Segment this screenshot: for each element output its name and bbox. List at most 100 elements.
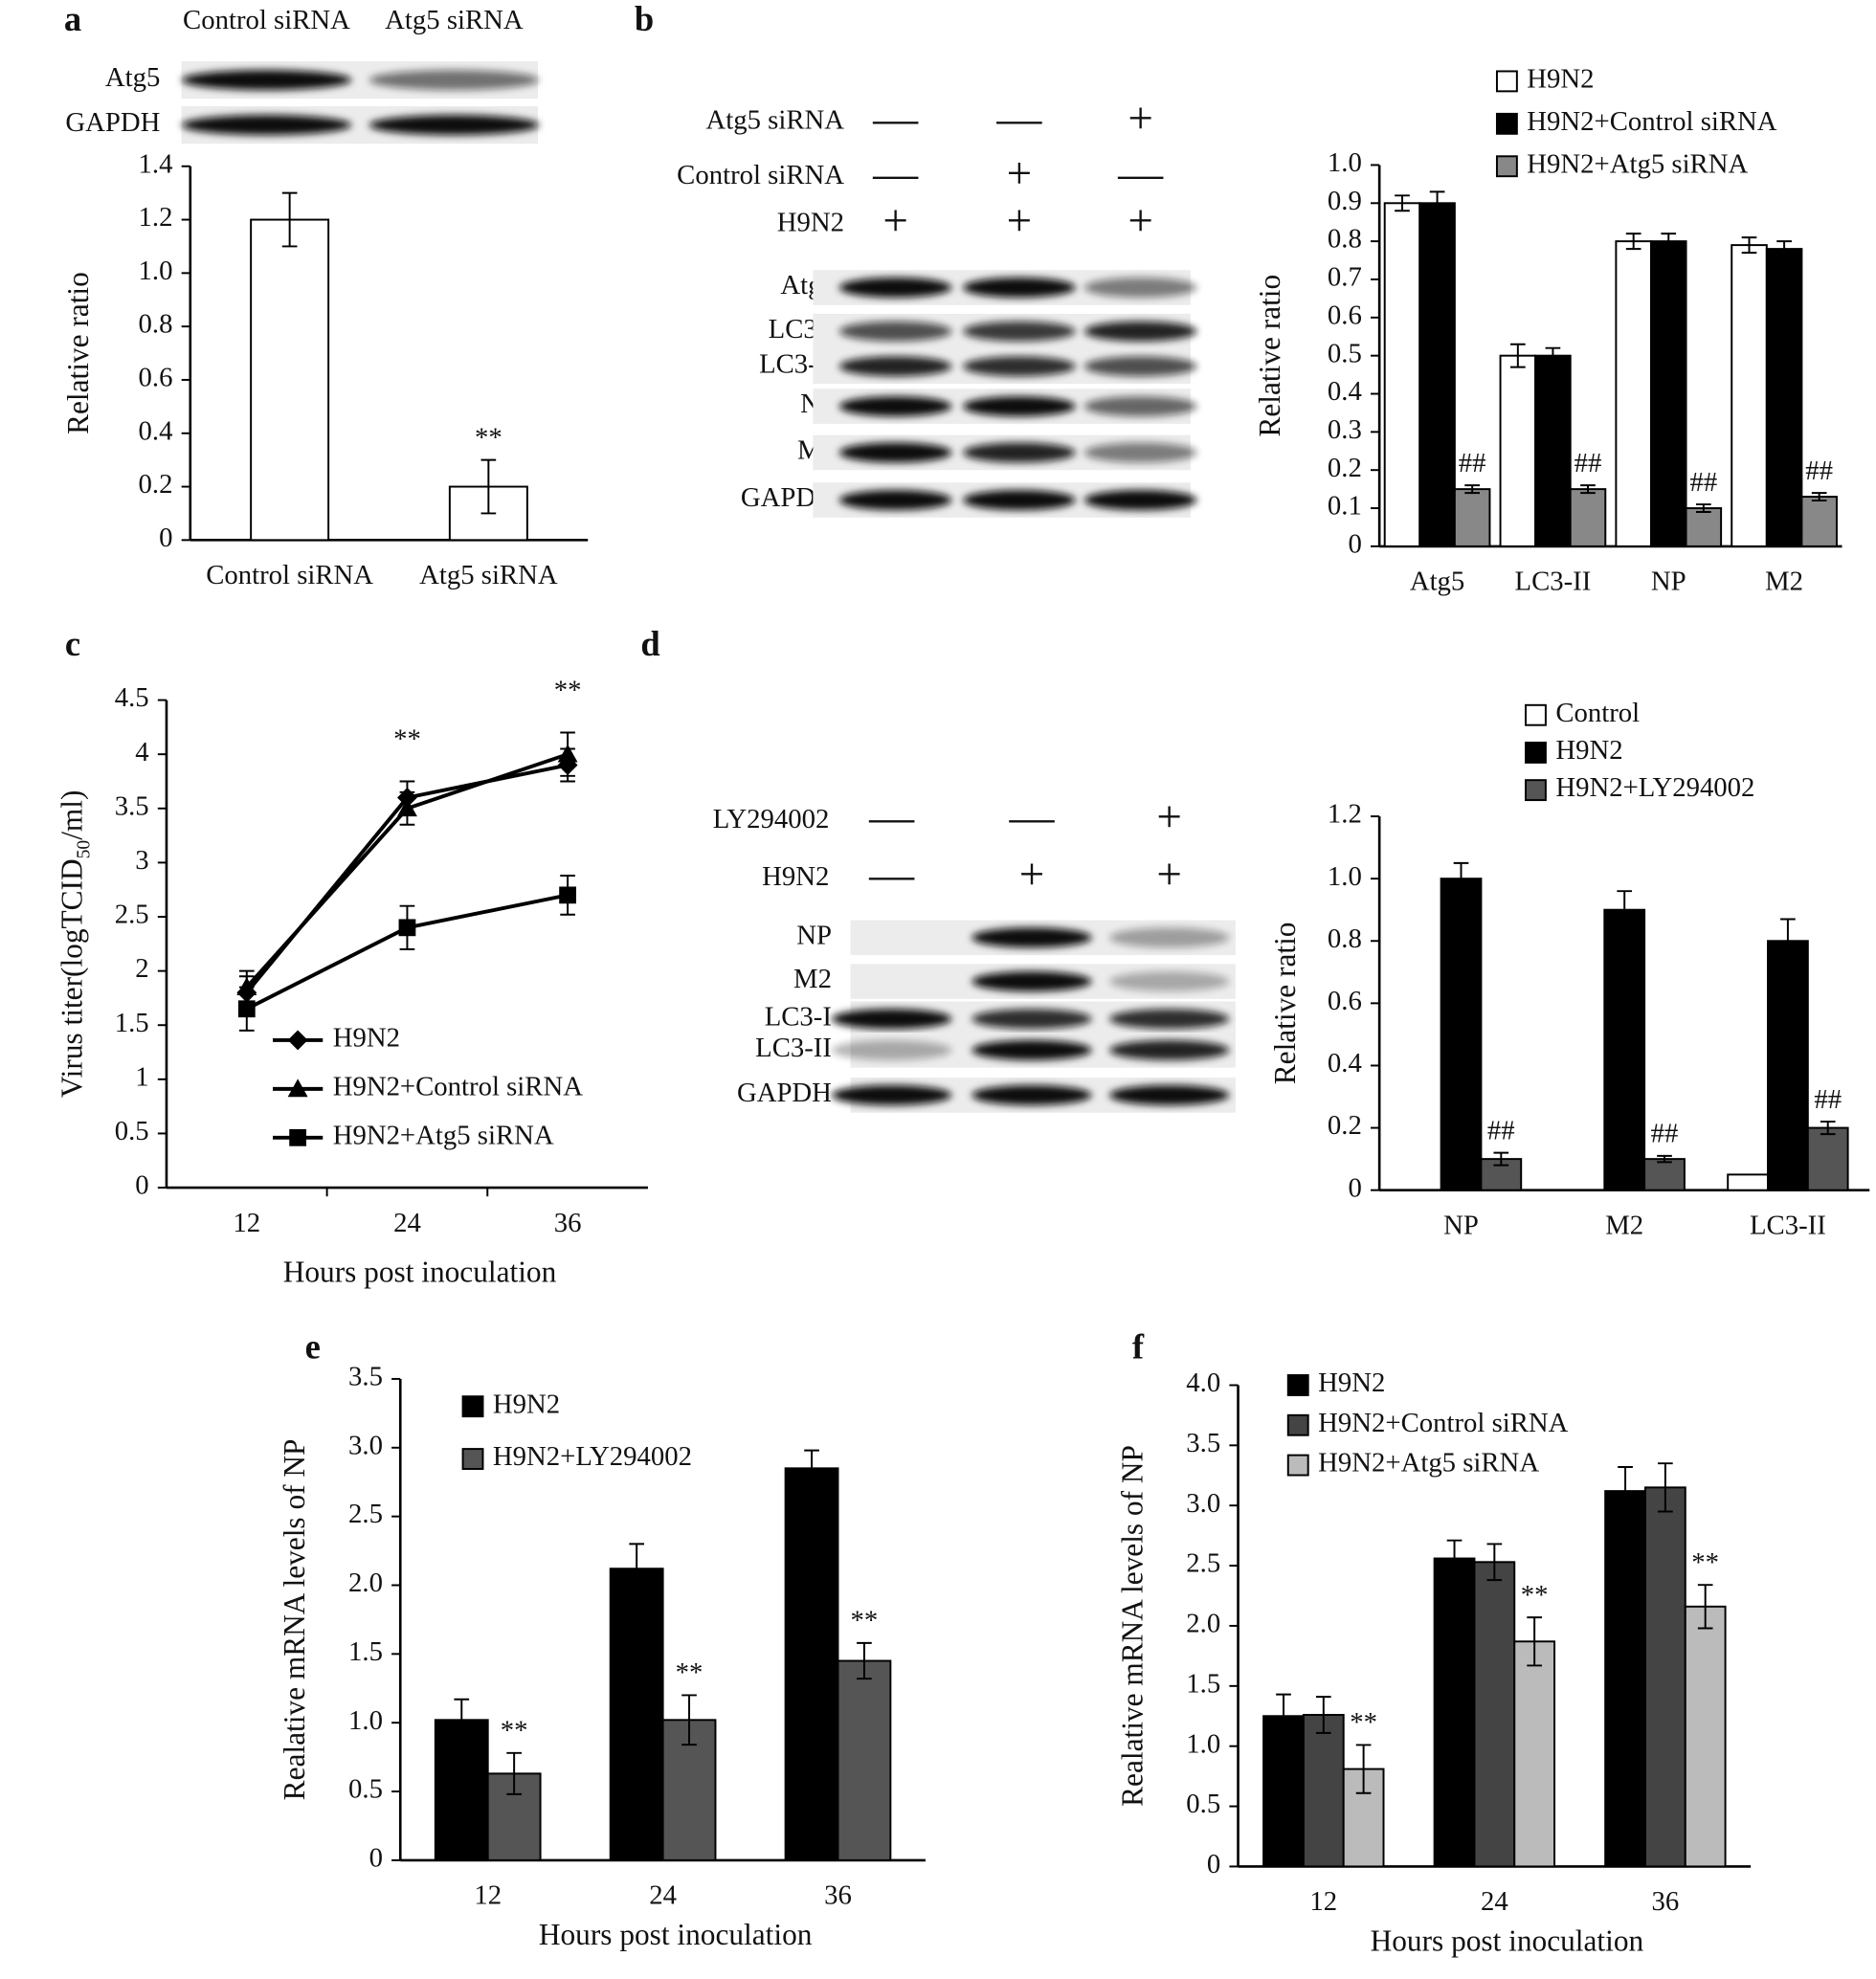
bar bbox=[1383, 202, 1421, 547]
significance-label: ** bbox=[501, 1715, 528, 1746]
y-tick-label: 0.4 bbox=[1328, 1048, 1362, 1078]
y-tick-label: 1.0 bbox=[1186, 1728, 1220, 1759]
y-tick-label: 3.5 bbox=[348, 1362, 383, 1392]
y-tick-label: 0.7 bbox=[1328, 262, 1362, 293]
x-tick-label: 12 bbox=[233, 1208, 260, 1238]
blot-band bbox=[963, 356, 1076, 377]
treatment-sign: + bbox=[1128, 94, 1153, 144]
blot-band bbox=[1083, 278, 1197, 298]
bar bbox=[1685, 507, 1723, 547]
chart: e 0 0.5 1.0 1.5 2.0 2.5 3.0 3.5 12 24 36 Realative m… bbox=[278, 1326, 926, 1951]
bar bbox=[784, 1467, 839, 1861]
y-axis-label-part: Realative mRNA levels of NP bbox=[1116, 1445, 1150, 1807]
y-tick-label: 2.5 bbox=[115, 900, 149, 930]
blot-band bbox=[1108, 971, 1230, 991]
significance-label: ** bbox=[475, 422, 502, 453]
y-axis-label: Realative mRNA levels of NP bbox=[278, 1439, 311, 1801]
bar bbox=[837, 1659, 892, 1861]
blot-band bbox=[368, 115, 540, 136]
x-tick-label: 24 bbox=[393, 1208, 421, 1238]
y-tick-label: 1.2 bbox=[139, 202, 173, 233]
bar bbox=[1604, 1490, 1646, 1868]
blot-band bbox=[1108, 1039, 1230, 1060]
treatment-sign: + bbox=[1128, 196, 1153, 246]
y-tick-label: 0 bbox=[369, 1842, 383, 1873]
y-axis-label-part: Relative ratio bbox=[61, 272, 95, 434]
blot-row-label: M2 bbox=[793, 964, 832, 994]
blot-band bbox=[1083, 321, 1197, 342]
treatment-sign: — bbox=[872, 94, 919, 144]
chart: a 0 0.2 0.4 0.6 0.8 1.0 1.2 1.4 Control siRNA Atg5… bbox=[61, 0, 589, 590]
treatment-label: Control siRNA bbox=[677, 160, 844, 190]
error-bar bbox=[1453, 861, 1469, 896]
legend-label: H9N2+Control siRNA bbox=[1318, 1408, 1569, 1438]
error-bar bbox=[1618, 1465, 1633, 1517]
y-tick-label: 0.9 bbox=[1328, 186, 1362, 216]
x-tick-label: 36 bbox=[824, 1880, 852, 1911]
significance-label: ## bbox=[1689, 467, 1717, 498]
blot-band bbox=[972, 971, 1092, 991]
blot-band bbox=[181, 70, 352, 91]
error-bar bbox=[1509, 343, 1526, 368]
blot-band bbox=[181, 115, 352, 136]
legend-swatch bbox=[1495, 112, 1518, 135]
y-tick-label: 0.8 bbox=[1328, 923, 1362, 954]
bar bbox=[1302, 1714, 1345, 1868]
legend-swatch bbox=[1286, 1413, 1309, 1436]
error-bar bbox=[480, 458, 497, 515]
y-tick-label: 0 bbox=[1348, 1172, 1361, 1203]
marker bbox=[557, 744, 578, 763]
error-bar bbox=[1276, 1693, 1291, 1739]
blot-row-label: LC3-I bbox=[765, 1001, 832, 1032]
x-axis-label: Hours post inoculation bbox=[539, 1918, 813, 1951]
legend-swatch bbox=[1495, 70, 1518, 93]
y-tick-label: 1.0 bbox=[348, 1705, 383, 1736]
legend-label: H9N2 bbox=[1555, 735, 1622, 766]
bar bbox=[1534, 354, 1572, 547]
bar bbox=[1615, 240, 1652, 547]
x-tick-label: M2 bbox=[1765, 567, 1803, 597]
y-axis-label: Relative ratio bbox=[1268, 923, 1302, 1085]
panel-letter: c bbox=[65, 624, 80, 663]
legend-swatch bbox=[461, 1395, 484, 1418]
error-bar bbox=[281, 191, 298, 248]
legend-label: H9N2+Atg5 siRNA bbox=[1318, 1448, 1539, 1479]
treatment-sign: — bbox=[868, 792, 915, 842]
treatment-sign: — bbox=[1008, 792, 1055, 842]
legend-label: H9N2+Control siRNA bbox=[1527, 106, 1777, 137]
blot-band bbox=[368, 70, 540, 91]
chart: c 0 0.5 1 1.5 2 2.5 3 3.5 4 4.5 12 24 36 Virus titer(l… bbox=[56, 624, 648, 1289]
legend-swatch bbox=[1495, 155, 1518, 178]
blot-band bbox=[1108, 1009, 1230, 1030]
y-axis-label: Relative ratio bbox=[1253, 275, 1286, 437]
significance-label: ** bbox=[851, 1606, 879, 1636]
y-tick-label: 0.4 bbox=[139, 415, 173, 446]
error-bar bbox=[804, 1449, 819, 1488]
error-bar bbox=[1741, 236, 1757, 255]
panel-letter: b bbox=[635, 0, 654, 38]
error-bar bbox=[1527, 1616, 1542, 1667]
blot-band bbox=[1083, 396, 1197, 417]
y-tick-label: 0 bbox=[135, 1170, 148, 1201]
y-tick-label: 0.2 bbox=[139, 469, 173, 500]
bar bbox=[1499, 354, 1537, 547]
y-axis-label: Virus titer(logTCID50/ml) bbox=[56, 790, 95, 1099]
y-tick-label: 2.5 bbox=[348, 1499, 383, 1529]
treatment-label: Atg5 siRNA bbox=[706, 105, 845, 136]
y-tick-label: 0 bbox=[1348, 528, 1361, 559]
y-tick-label: 0.8 bbox=[1328, 224, 1362, 255]
marker bbox=[559, 886, 576, 904]
blot-band bbox=[838, 442, 952, 463]
legend-swatch bbox=[1286, 1374, 1309, 1396]
treatment-sign: + bbox=[1156, 850, 1182, 900]
y-tick-label: 3 bbox=[135, 845, 148, 876]
blot-band bbox=[838, 490, 952, 511]
y-tick-label: 0.3 bbox=[1328, 414, 1362, 445]
blot-band bbox=[838, 356, 952, 377]
blot-band bbox=[1083, 490, 1197, 511]
significance-label: ## bbox=[1487, 1115, 1515, 1145]
blot-band bbox=[972, 927, 1092, 948]
y-tick-label: 0.1 bbox=[1328, 491, 1362, 522]
y-axis-label: Realative mRNA levels of NP bbox=[1116, 1445, 1150, 1807]
y-tick-label: 4 bbox=[135, 737, 148, 767]
